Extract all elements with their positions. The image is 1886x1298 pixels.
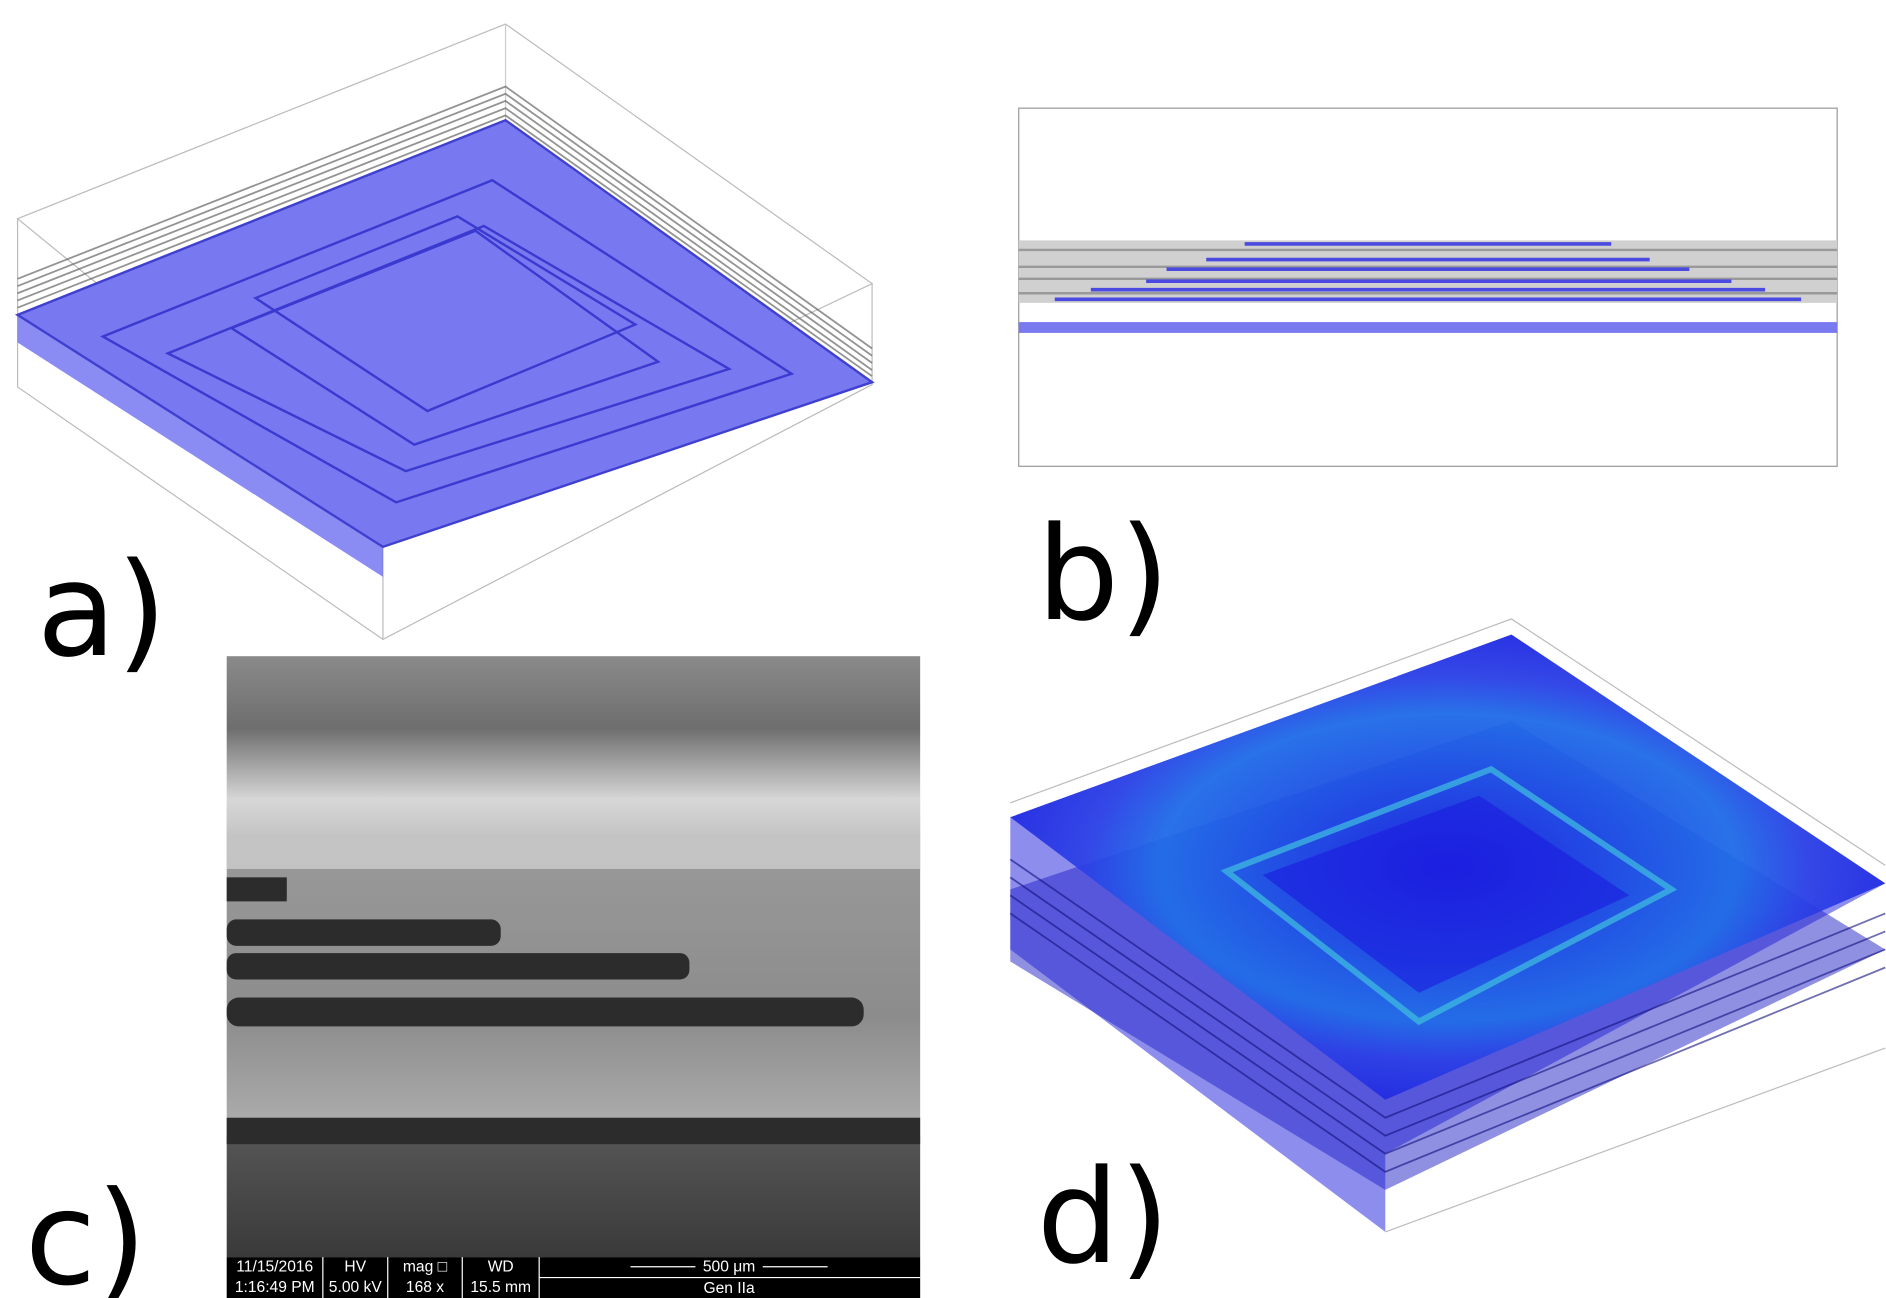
panel-label: c) <box>25 1164 147 1298</box>
panel-c-g-rect <box>227 1118 920 1144</box>
panel-label: d) <box>1037 1142 1170 1293</box>
sem-time: 1:16:49 PM <box>235 1279 315 1296</box>
panel-c: 11/15/2016 1:16:49 PM HV 5.00 kV mag □ 1… <box>227 656 920 1298</box>
sem-date: 11/15/2016 <box>236 1259 313 1276</box>
panel-b-rect <box>1019 322 1837 333</box>
sem-mag-label: mag □ <box>403 1259 448 1276</box>
panel-label: b) <box>1037 499 1170 650</box>
panel-label: a) <box>37 535 167 686</box>
sem-hv-label: HV <box>344 1259 366 1276</box>
sem-wd: 15.5 mm <box>470 1279 531 1296</box>
sem-mag: 168 x <box>406 1279 444 1296</box>
panel-c-g-rect <box>227 877 287 901</box>
sem-hv: 5.00 kV <box>329 1279 383 1296</box>
panel-a-polygon <box>18 120 873 547</box>
sem-detector: Gen IIa <box>703 1280 755 1297</box>
panel-c-g-rect <box>227 998 864 1027</box>
panel-c-g-rect <box>227 953 690 979</box>
sem-wd-label: WD <box>488 1259 514 1276</box>
panel-c-g-rect <box>227 919 501 945</box>
panel-b <box>1019 108 1837 466</box>
panel-d <box>1010 619 1885 1232</box>
panel-c-rect <box>227 797 920 869</box>
sem-scale: 500 μm <box>703 1259 755 1276</box>
figure: 11/15/2016 1:16:49 PM HV 5.00 kV mag □ 1… <box>0 0 1886 1298</box>
